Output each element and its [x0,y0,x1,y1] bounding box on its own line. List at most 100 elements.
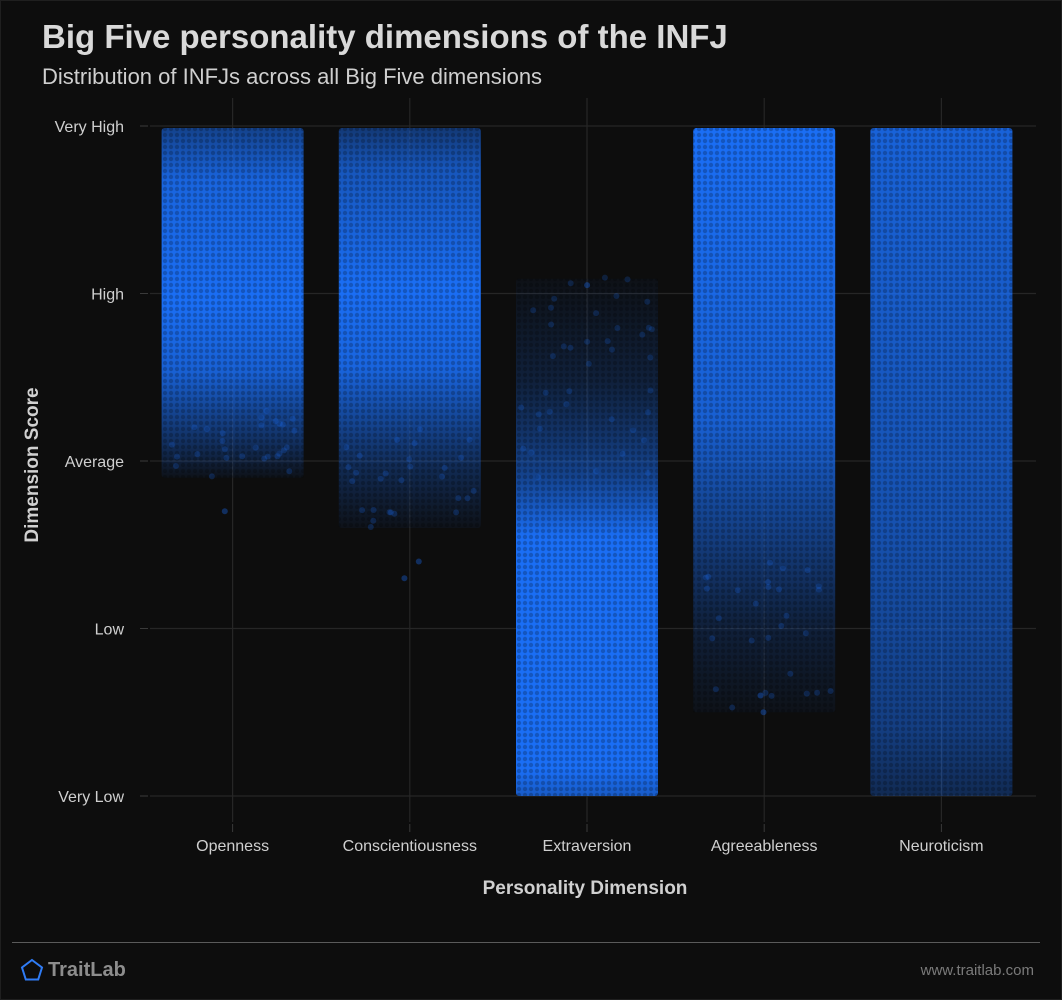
footer-url: www.traitlab.com [920,962,1034,979]
scatter-point [343,444,350,451]
scatter-point [645,409,651,416]
y-tick-label: Very Low [58,789,124,806]
scatter-point [604,338,611,345]
y-tick-label: Low [95,622,125,639]
scatter-point [645,324,652,331]
scatter-point [264,453,271,460]
scatter-point [779,565,786,572]
scatter-point [549,353,556,360]
y-axis-label: Dimension Score [22,387,43,543]
scatter-point [263,407,270,414]
outlier-point [221,508,228,515]
scatter-point [518,404,525,411]
scatter-point [406,456,413,463]
scatter-point [359,507,366,514]
chart-subtitle: Distribution of INFJs across all Big Fiv… [42,64,543,89]
scatter-point [286,468,293,475]
scatter-point [767,559,773,566]
scatter-point [276,420,283,427]
scatter-point [258,414,265,421]
scatter-point [783,612,790,619]
scatter-point [239,453,246,460]
footer-divider [12,942,1040,943]
scatter-point [705,573,712,580]
scatter-point [593,468,599,475]
scatter-point [802,630,809,637]
chart-title: Big Five personality dimensions of the I… [42,18,728,55]
scatter-point [827,688,834,694]
scatter-point [391,510,398,517]
point-texture-agreeableness [693,128,836,713]
scatter-point [382,470,389,477]
y-tick-label: High [91,287,124,304]
scatter-point [520,445,527,452]
scatter-point [648,326,655,333]
scatter-point [353,469,360,476]
scatter-point [601,274,608,281]
x-tick-label: Extraversion [543,838,632,855]
scatter-point [386,509,393,516]
scatter-point [535,474,542,481]
scatter-point [703,585,710,592]
scatter-point [283,444,290,451]
scatter-point [712,686,719,693]
outlier-point [760,709,767,716]
scatter-point [647,354,654,361]
scatter-point [261,455,268,462]
scatter-point [291,427,298,434]
scatter-point [536,425,543,432]
point-texture-extraversion [516,278,658,796]
scatter-point [567,344,574,351]
scatter-point [367,524,374,530]
scatter-point [194,451,201,458]
scatter-point [458,454,465,461]
scatter-point [644,469,651,476]
scatter-point [279,421,286,428]
scatter-point [639,331,646,338]
scatter-point [274,453,281,460]
scatter-point [394,436,400,443]
scatter-point [530,307,537,314]
scatter-point [466,436,473,443]
scatter-point [203,426,210,432]
scatter-point [613,293,620,299]
x-axis-label: Personality Dimension [482,878,688,899]
scatter-point [407,463,414,470]
scatter-point [289,415,296,422]
scatter-point [439,473,445,480]
scatter-point [280,447,287,454]
brand-name: TraitLab [48,958,126,981]
scatter-point [752,600,759,607]
scatter-point [734,587,741,594]
x-tick-label: Conscientiousness [343,838,477,855]
scatter-point [398,477,405,484]
scatter-point [548,321,555,328]
tick-labels: Very Low Low Average High Very High Openness C… [55,119,984,855]
scatter-point [252,444,259,451]
scatter-point [441,464,448,471]
scatter-point [168,441,175,448]
scatter-point [765,579,771,585]
scatter-point [647,387,654,394]
x-tick-label: Openness [196,838,269,855]
scatter-point [370,507,377,513]
scatter-point [644,298,651,305]
scatter-point [641,437,648,444]
scatter-point [609,346,615,353]
scatter-point [608,416,615,423]
scatter-point [191,424,198,431]
scatter-point [464,495,471,502]
scatter-point [709,635,716,642]
scatter-point [411,440,418,447]
scatter-point [803,690,810,697]
scatter-point [566,388,573,395]
brand-logo: TraitLab [20,958,126,982]
scatter-point [702,574,709,581]
scatter-point [624,276,631,283]
scatter-point [546,408,553,415]
x-tick-label: Neuroticism [899,838,983,855]
scatter-point [563,401,570,408]
scatter-point [762,689,769,696]
scatter-point [345,464,352,471]
